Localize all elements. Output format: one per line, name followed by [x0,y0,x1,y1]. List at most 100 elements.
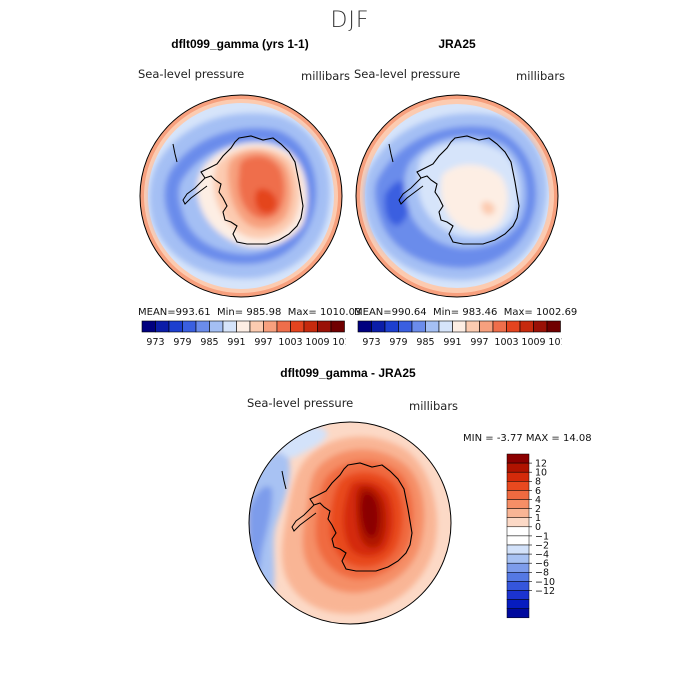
colorbar-swatch [506,608,530,619]
panel3-units-label: millibars [409,399,459,413]
colorbar-swatch [141,320,156,333]
panel2-min-label: Min= [433,307,460,318]
colorbar-swatch [506,599,530,609]
colorbar-swatch [506,320,521,333]
colorbar-tick-label: 1 [535,513,541,524]
panel3-stats: MIN = -3.77 MAX = 14.08 [463,433,592,444]
panel2-colorbar: 973 979 985 991 997 100310091015 [357,320,562,348]
colorbar-tick-label: 10 [535,468,547,479]
colorbar-swatch [384,320,399,333]
colorbar-swatch [506,590,530,600]
colorbar-tick-label: −6 [535,559,549,570]
panel2-mean-value: 990.64 [391,307,427,318]
panel1-mean-value: 993.61 [175,307,211,318]
panel2-variable-label: Sea-level pressure [354,67,461,81]
colorbar-tick-label: 0 [535,522,541,533]
panel1-stats: MEAN=993.61 Min= 985.98 Max= 1010.03 [138,307,361,318]
panel3-variable-label: Sea-level pressure [247,396,354,410]
colorbar-swatch [465,320,480,333]
colorbar-swatch [506,572,530,582]
panel2-min-value: 983.46 [462,307,498,318]
colorbar-tick-label: 979 [173,337,191,348]
panel2-max-value: 1002.69 [535,307,578,318]
colorbar-swatch [236,320,251,333]
colorbar-swatch [330,320,345,333]
colorbar-tick-label: 997 [470,337,488,348]
colorbar-tick-label: 1003 [494,337,518,348]
panel2-map [355,94,559,298]
colorbar-tick-label: 1015 [332,337,346,348]
colorbar-tick-label: 979 [389,337,407,348]
colorbar-swatch [357,320,372,333]
panel1-south-america-coast [172,143,178,163]
panel2-map-border [355,94,559,298]
panel3-title: dflt099_gamma - JRA25 [280,366,416,380]
colorbar-tick-label: 997 [254,337,272,348]
panel3-min-label: MIN = [463,433,494,444]
colorbar-swatch [222,320,237,333]
panel1-min-value: 985.98 [246,307,282,318]
colorbar-swatch [492,320,507,333]
colorbar-swatch [546,320,561,333]
colorbar-tick-label: 985 [200,337,218,348]
colorbar-swatch [263,320,278,333]
panel3-max-label: MAX = [525,433,560,444]
panel2-contour-band [441,164,508,232]
colorbar-swatch [533,320,548,333]
panel3-map [248,421,452,625]
colorbar-swatch [411,320,426,333]
colorbar-swatch [506,471,530,482]
colorbar-swatch [506,526,530,537]
colorbar-swatch [209,320,224,333]
panel1-max-value: 1010.03 [319,307,362,318]
panel2-contour-band [481,201,495,215]
colorbar-tick-label: −4 [535,550,549,561]
colorbar-swatch [249,320,264,333]
main-title: DJF [330,8,370,33]
colorbar-swatch [398,320,413,333]
colorbar-swatch [506,553,530,564]
colorbar-swatch [425,320,440,333]
panel1-title: dflt099_gamma (yrs 1-1) [171,37,309,51]
colorbar-swatch [276,320,291,333]
panel3-peninsula-coast [291,504,317,532]
colorbar-swatch [155,320,170,333]
panel1-peninsula-coast [182,177,208,205]
colorbar-tick-label: 973 [362,337,380,348]
colorbar-tick-label: 4 [535,495,541,506]
colorbar-swatch [168,320,183,333]
panel3-contour-band [360,492,379,538]
panel1-variable-label: Sea-level pressure [138,67,245,81]
colorbar-swatch [506,499,530,509]
colorbar-tick-label: 991 [443,337,461,348]
panel3-coastline [309,462,413,572]
colorbar-swatch [182,320,197,333]
colorbar-swatch [506,517,530,528]
colorbar-tick-label: −2 [535,540,549,551]
colorbar-swatch [506,508,530,518]
colorbar-tick-label: −1 [535,531,549,542]
colorbar-swatch [506,453,530,464]
colorbar-tick-label: 12 [535,459,547,470]
panel2-title: JRA25 [438,37,476,51]
panel2-contour-band [384,181,411,226]
panel2-coastline [416,135,520,245]
colorbar-swatch [506,481,530,491]
colorbar-swatch [506,490,530,500]
colorbar-swatch [303,320,318,333]
colorbar-swatch [506,535,530,546]
colorbar-swatch [506,581,530,591]
panel2-south-america-coast [388,143,394,163]
panel2-peninsula-coast [398,177,424,205]
colorbar-swatch [506,544,530,555]
panel3-min-value: -3.77 [496,433,523,444]
panel1-map-border [139,94,343,298]
colorbar-tick-label: 973 [146,337,164,348]
panel1-min-label: Min= [217,307,244,318]
colorbar-tick-label: 991 [227,337,245,348]
panel1-max-label: Max= [287,307,317,318]
panel3-map-border [248,421,452,625]
colorbar-swatch [452,320,467,333]
colorbar-swatch [519,320,534,333]
